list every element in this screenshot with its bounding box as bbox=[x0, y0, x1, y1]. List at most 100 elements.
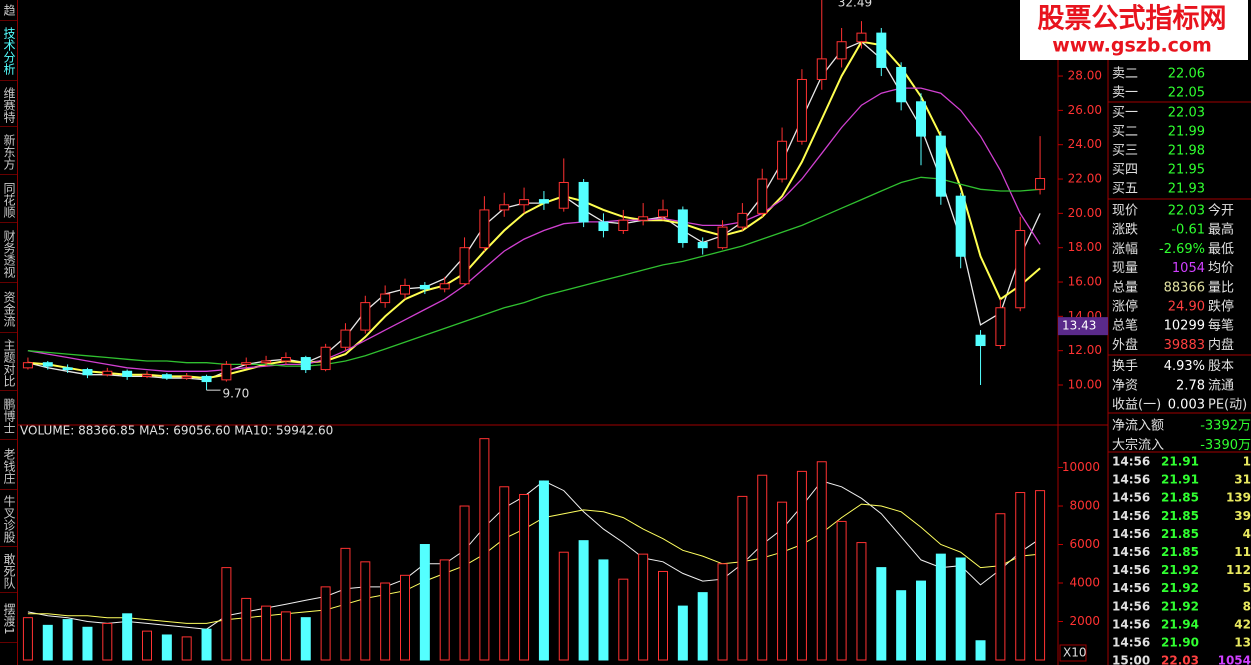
tick-price: 21.85 bbox=[1161, 491, 1199, 505]
candle-body bbox=[22, 362, 33, 369]
tick-volume: 42 bbox=[1234, 617, 1251, 631]
candle-body bbox=[1035, 178, 1046, 190]
volume-bar bbox=[638, 553, 649, 661]
tick-volume: 31 bbox=[1234, 473, 1251, 487]
candle-body bbox=[975, 334, 986, 347]
sidebar-tab[interactable]: 财务透视 bbox=[0, 226, 17, 283]
candle-body bbox=[340, 329, 351, 348]
sidebar-tab[interactable]: 鹏博士 bbox=[0, 393, 17, 440]
sidebar-tab[interactable]: 资金流 bbox=[0, 286, 17, 333]
stat-label: 现价 bbox=[1112, 204, 1138, 219]
candle-body bbox=[42, 362, 53, 367]
ma-line bbox=[27, 503, 1041, 624]
candle-body bbox=[856, 32, 867, 43]
volume-bar bbox=[896, 590, 907, 661]
sidebar-tab[interactable]: 牛叉诊股 bbox=[0, 492, 17, 547]
volume-bar bbox=[618, 578, 629, 661]
volume-bar bbox=[181, 636, 192, 661]
volume-bar bbox=[955, 557, 966, 661]
unit-box bbox=[1059, 644, 1087, 662]
sidebar-tab[interactable]: 同花顺 bbox=[0, 178, 17, 223]
tick-volume: 1054 bbox=[1218, 654, 1251, 665]
cursor-price-box bbox=[1058, 317, 1108, 336]
candle-body bbox=[876, 32, 887, 68]
tick-volume: 1 bbox=[1243, 455, 1251, 469]
sidebar-tab[interactable]: 技术分析 bbox=[0, 22, 17, 81]
stat-right-label: 量比 bbox=[1208, 280, 1234, 295]
candle-body bbox=[142, 374, 152, 377]
candle-body bbox=[737, 212, 748, 228]
tick-time: 14:56 bbox=[1112, 636, 1150, 650]
volume-bar bbox=[538, 480, 549, 661]
book-label: 买三 bbox=[1112, 144, 1138, 159]
volume-bar bbox=[161, 634, 172, 661]
volume-bar bbox=[916, 580, 926, 661]
book-label: 买一 bbox=[1112, 106, 1138, 121]
sidebar-tab[interactable]: 主题对比 bbox=[0, 336, 17, 391]
candle-body bbox=[221, 363, 232, 381]
volume-bar bbox=[935, 553, 946, 661]
volume-bar bbox=[82, 626, 93, 661]
sidebar-tab[interactable]: 老钱庄 bbox=[0, 443, 17, 490]
plot-bg bbox=[18, 0, 1058, 665]
tick-time: 14:56 bbox=[1112, 527, 1150, 541]
sidebar-tab[interactable]: 趋势 bbox=[0, 0, 17, 21]
stat-value: -3390万 bbox=[1200, 438, 1251, 453]
y-tick-label: 18.00 bbox=[1068, 240, 1102, 254]
candle-body bbox=[658, 209, 668, 218]
candle-body bbox=[241, 362, 252, 365]
sidebar-tab[interactable]: 新东方 bbox=[0, 130, 17, 175]
tick-time: 14:56 bbox=[1112, 599, 1150, 613]
stat-value: 4.93% bbox=[1164, 359, 1205, 374]
tick-volume: 5 bbox=[1243, 581, 1251, 595]
candle-body bbox=[380, 293, 391, 304]
logo-url: www.gszb.com bbox=[1052, 35, 1212, 57]
tick-time: 14:56 bbox=[1112, 563, 1150, 577]
y-tick-label: 26.00 bbox=[1068, 103, 1102, 117]
sidebar-tab[interactable]: 摆渡1 bbox=[0, 596, 17, 643]
book-price: 22.06 bbox=[1168, 67, 1205, 82]
ma-line bbox=[27, 176, 1041, 367]
y-tick-label: 10.00 bbox=[1068, 378, 1102, 392]
candle-body bbox=[439, 283, 450, 290]
y-tick-label: 22.00 bbox=[1068, 172, 1102, 186]
tick-volume: 11 bbox=[1234, 545, 1251, 559]
tick-volume: 8 bbox=[1243, 599, 1251, 613]
volume-bar bbox=[975, 640, 986, 661]
tick-price: 21.90 bbox=[1161, 636, 1199, 650]
plot-layer bbox=[27, 40, 1041, 630]
volume-bar bbox=[320, 586, 331, 661]
tick-price: 22.03 bbox=[1161, 654, 1199, 665]
sidebar-tab[interactable]: 敢死队 bbox=[0, 550, 17, 593]
candle-body bbox=[1015, 230, 1026, 309]
stat-value: 0.003 bbox=[1168, 398, 1205, 413]
book-price: 21.95 bbox=[1168, 163, 1205, 178]
stat-label: 涨停 bbox=[1112, 299, 1138, 315]
annotation: 9.70 bbox=[223, 387, 250, 401]
ma-line bbox=[27, 40, 1041, 380]
stat-right-label: 流通 bbox=[1208, 378, 1234, 393]
volume-bar bbox=[598, 559, 609, 661]
y-tick-label: 12.00 bbox=[1068, 343, 1102, 357]
sidebar-tab[interactable]: 维赛特 bbox=[0, 84, 17, 127]
stat-right-label: 内盘 bbox=[1208, 337, 1234, 353]
volume-bar bbox=[439, 559, 450, 661]
candle-body bbox=[122, 370, 133, 377]
stat-label: 净资 bbox=[1112, 378, 1138, 393]
volume-bar bbox=[300, 617, 311, 661]
book-label: 买五 bbox=[1112, 182, 1138, 197]
candle-body bbox=[320, 346, 331, 371]
y-tick-label: 2000 bbox=[1069, 614, 1100, 628]
candle-body bbox=[102, 370, 113, 376]
tick-volume: 39 bbox=[1234, 509, 1251, 523]
candle-body bbox=[935, 135, 946, 197]
volume-bar bbox=[519, 493, 530, 661]
candle-body bbox=[419, 284, 430, 290]
stat-value: 88366 bbox=[1164, 280, 1205, 295]
candle-body bbox=[82, 369, 93, 376]
volume-bar bbox=[241, 597, 252, 661]
stat-value: 22.03 bbox=[1168, 204, 1205, 219]
candle-body bbox=[896, 66, 907, 103]
